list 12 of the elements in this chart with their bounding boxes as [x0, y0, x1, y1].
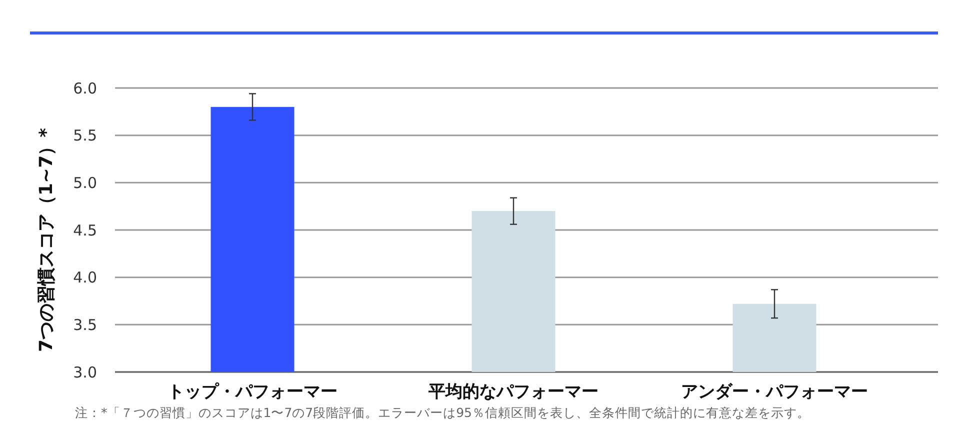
y-axis-title: 7つの習慣スコア（1~7）* [36, 127, 57, 352]
y-tick-label: 5.0 [73, 174, 97, 192]
y-tick-label: 6.0 [73, 79, 97, 98]
x-tick-label: トップ・パフォーマー [168, 382, 338, 402]
y-tick-label: 4.5 [73, 221, 97, 240]
x-tick-label: 平均的なパフォーマー [428, 382, 598, 402]
text: 注：*「７つの習慣」のスコアは1〜7の7段階評価。エラーバーは95％信頼区間を表し、全条件間で統計的に有意な差を示す。 [75, 405, 810, 420]
y-tick-label: 3.0 [73, 363, 97, 382]
x-tick-label: アンダー・パフォーマー [681, 382, 868, 402]
y-tick-label: 5.5 [73, 126, 97, 145]
y-tick-label: 4.0 [73, 268, 97, 287]
y-tick-label: 3.5 [73, 316, 97, 334]
